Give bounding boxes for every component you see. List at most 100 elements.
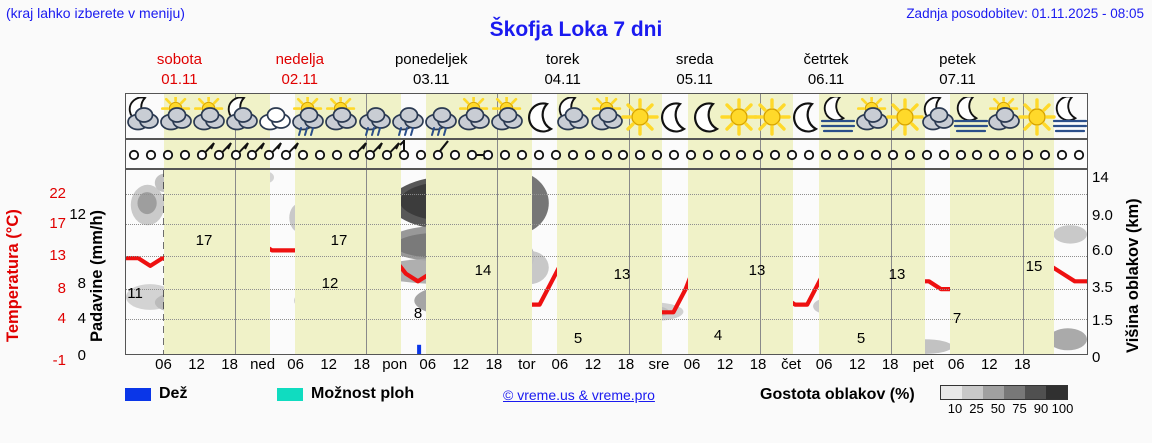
temperature-point-label: 11	[127, 285, 143, 302]
axis-tick-label: 3.5	[1092, 279, 1113, 296]
sun-cloud-icon	[587, 97, 627, 137]
day-header: sobota 01.11	[125, 50, 234, 90]
time-axis-label: 06	[683, 356, 701, 373]
daylight-shade	[425, 170, 532, 354]
sun-icon	[752, 97, 792, 137]
day-date: 04.11	[544, 71, 581, 88]
wind-barb-icon	[223, 142, 249, 168]
wind-calm-icon	[610, 142, 636, 168]
time-axis-label: 12	[320, 356, 338, 373]
time-axis-label: 18	[353, 356, 371, 373]
gridline	[126, 224, 1087, 225]
precipitation-axis-title: Padavine (mm/h)	[88, 209, 106, 343]
sun-icon	[620, 97, 660, 137]
sun-cloud-icon	[321, 97, 361, 137]
wind-calm-icon	[762, 142, 788, 168]
cloud-density-scale	[940, 385, 1068, 400]
day-name: četrtek	[803, 51, 849, 68]
daylight-shade	[688, 170, 793, 354]
gridline	[126, 194, 1087, 195]
daylight-shade	[556, 170, 663, 354]
day-date: 06.11	[807, 71, 845, 88]
daylight-shade	[164, 170, 271, 354]
temperature-point-label: 13	[613, 266, 631, 283]
moon-cloud-icon	[123, 97, 163, 137]
wind-calm-icon	[1015, 142, 1041, 168]
wind-calm-icon	[964, 142, 990, 168]
wind-calm-icon	[695, 142, 721, 168]
day-headers: sobota 01.11 nedelja 02.11 ponedeljek 03.11 to…	[125, 50, 1088, 93]
meteogram-plot	[125, 169, 1088, 355]
cloud-rain-icon	[355, 97, 395, 137]
rain-color-swatch	[125, 387, 151, 401]
moon-fog-icon	[951, 97, 991, 137]
temperature-point-label: 7	[952, 310, 962, 327]
wind-calm-icon	[712, 142, 738, 168]
sun-icon	[885, 97, 925, 137]
day-name: nedelja	[275, 51, 324, 68]
sun-icon	[719, 97, 759, 137]
time-axis-label: 18	[617, 356, 635, 373]
temperature-point-label: 13	[748, 262, 766, 279]
cloud-density-swatch	[941, 386, 962, 399]
wind-calm-icon	[1066, 142, 1092, 168]
time-axis-label: sre	[648, 356, 670, 373]
time-axis-label: 12	[980, 356, 998, 373]
time-axis-label: 12	[716, 356, 734, 373]
day-separator	[496, 140, 498, 168]
cloud-density-swatch	[1004, 386, 1025, 399]
day-header: četrtek 06.11	[761, 50, 892, 90]
wind-calm-icon	[931, 142, 957, 168]
wind-calm-icon	[846, 142, 872, 168]
wind-calm-icon	[948, 142, 974, 168]
sun-cloud-icon	[454, 97, 494, 137]
last-update-text: Zadnja posodobitev: 01.11.2025 - 08:05	[906, 6, 1144, 21]
wind-calm-icon	[492, 142, 518, 168]
day-separator	[760, 170, 762, 354]
axis-tick-label: 0	[1092, 349, 1101, 366]
wind-calm-icon	[594, 142, 620, 168]
cloud-density-swatch	[1046, 386, 1067, 399]
page-title: Škofja Loka 7 dni	[489, 18, 663, 41]
day-date: 05.11	[676, 71, 713, 88]
axis-tick-label: 13	[49, 247, 66, 264]
moon-cloud-icon	[553, 97, 593, 137]
sun-icon	[1017, 97, 1057, 137]
day-date: 01.11	[161, 71, 198, 88]
time-axis-label: 18	[221, 356, 238, 373]
wind-calm-icon	[509, 142, 535, 168]
day-separator	[890, 170, 892, 354]
temperature-point-label: 15	[1025, 258, 1043, 275]
credit-link[interactable]: © vreme.us & vreme.pro	[503, 387, 655, 403]
time-axis-label: 06	[155, 356, 172, 373]
wind-barb-icon	[273, 142, 300, 168]
wind-calm-icon	[408, 142, 434, 168]
wind-calm-icon	[897, 142, 923, 168]
time-axis-labels: 06 12 18 ned 06 12 18 pon 06 12 18 tor 06 12 18 sre 06 12…	[125, 356, 1088, 378]
wind-calm-icon	[728, 142, 754, 168]
day-name: ponedeljek	[394, 51, 468, 68]
day-separator	[496, 170, 498, 354]
time-axis-label: pet	[912, 356, 934, 373]
time-axis-label: 12	[848, 356, 866, 373]
cloud-density-tick: 90	[1033, 401, 1049, 416]
temperature-point-label: 12	[321, 275, 339, 292]
time-axis-label: 06	[947, 356, 965, 373]
temperature-axis-title: Temperatura (°C)	[4, 209, 22, 343]
wind-calm-icon	[1049, 142, 1075, 168]
wind-calm-icon	[1032, 142, 1058, 168]
cloud-density-swatch	[962, 386, 983, 399]
temperature-point-label: 5	[573, 330, 583, 347]
gridline	[126, 319, 1087, 320]
cloud-density-tick: 25	[969, 401, 984, 416]
wind-calm-icon	[644, 142, 670, 168]
cloud-rain-icon	[421, 97, 461, 137]
wind-barb-icon	[341, 142, 367, 168]
moon-icon	[653, 97, 693, 137]
day-date: 07.11	[939, 71, 976, 88]
showers-color-swatch	[277, 387, 303, 401]
wind-barb-icon	[239, 142, 266, 168]
moon-cloud-icon	[918, 97, 958, 137]
cloud-icon	[255, 97, 295, 137]
showers-legend-label: Možnost ploh	[311, 385, 415, 402]
